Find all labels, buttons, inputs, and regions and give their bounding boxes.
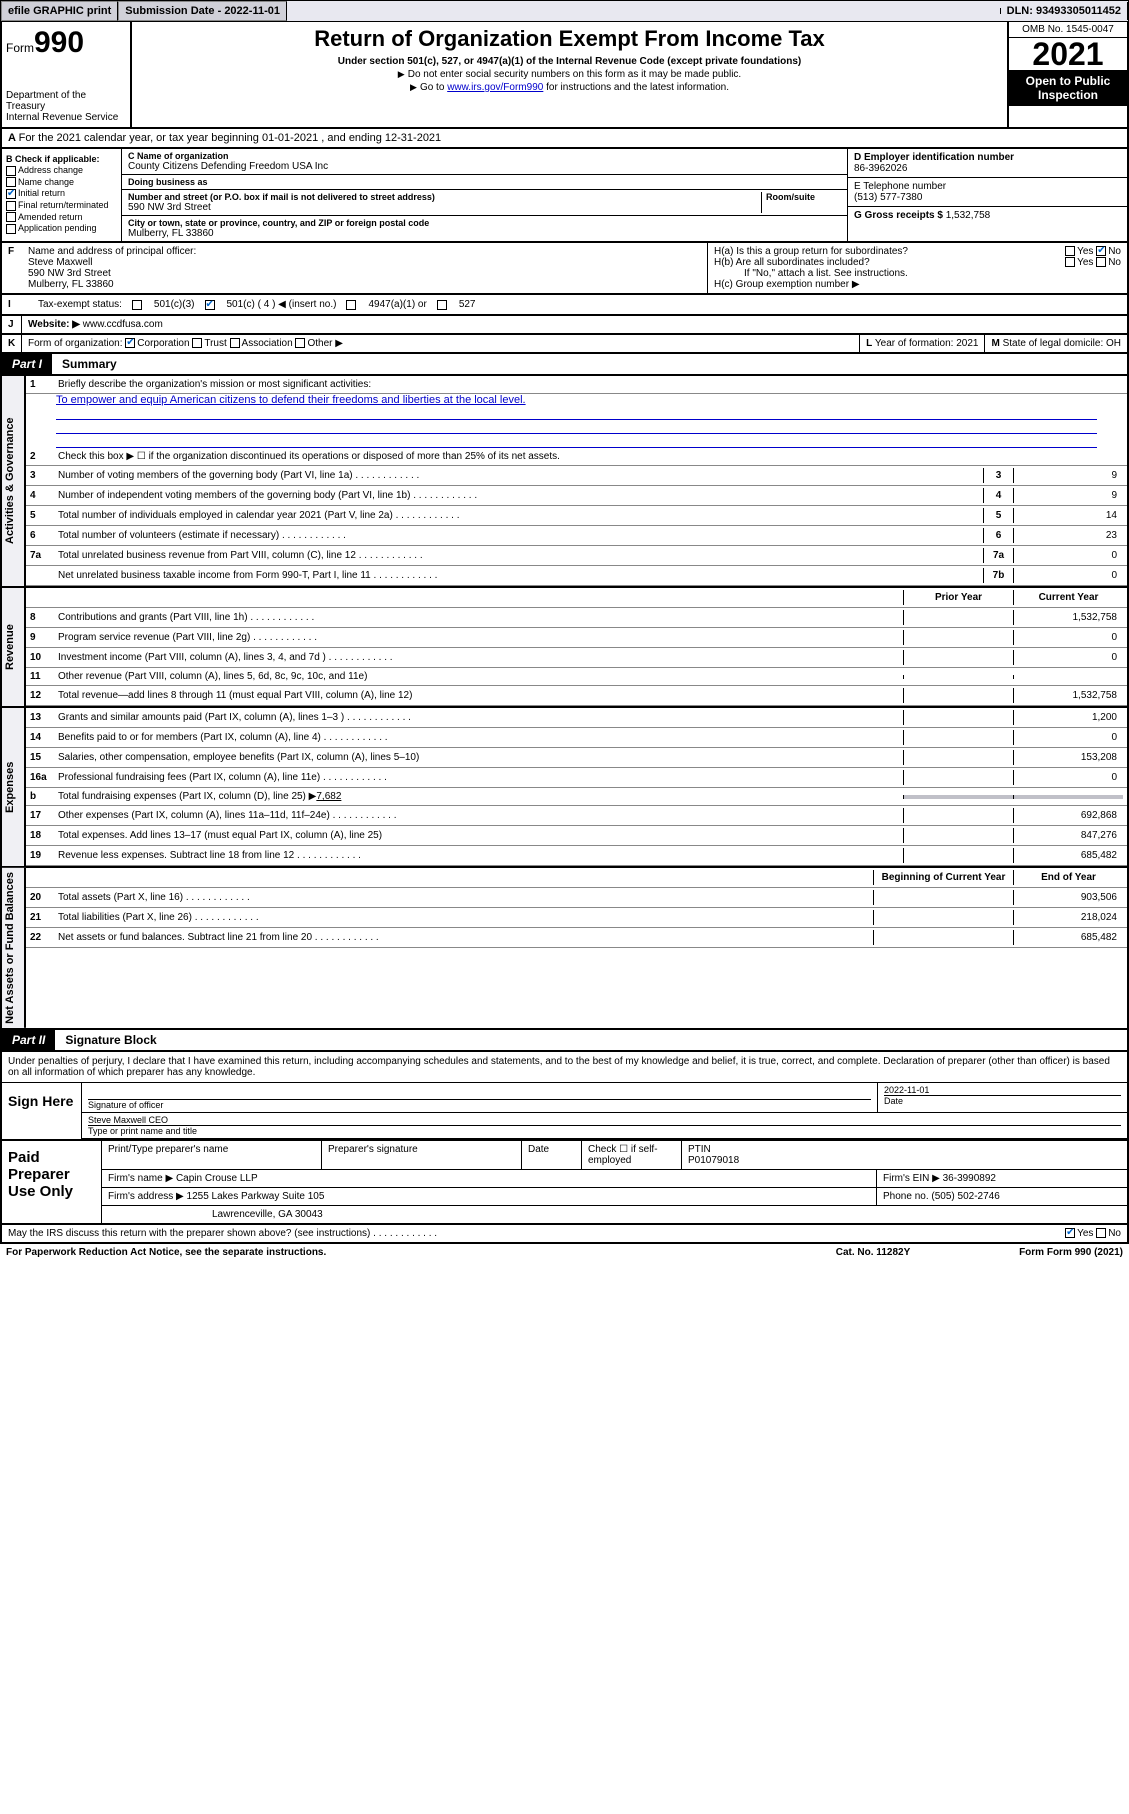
phone: (513) 577-7380 [854,192,1121,203]
initial-return-check[interactable] [6,189,16,199]
org-name: County Citizens Defending Freedom USA In… [128,161,841,172]
perjury-declaration: Under penalties of perjury, I declare th… [2,1052,1127,1082]
sign-here-label: Sign Here [2,1083,82,1139]
firm-addr1: 1255 Lakes Parkway Suite 105 [187,1191,325,1202]
vtab-revenue: Revenue [2,588,26,706]
top-bar: efile GRAPHIC print Submission Date - 20… [0,0,1129,22]
part2-header: Part II Signature Block [0,1030,1129,1052]
dept-treasury: Department of the Treasury [6,90,126,112]
tax-year: 2021 [1009,38,1127,70]
form-subtitle: Under section 501(c), 527, or 4947(a)(1)… [136,56,1003,67]
ein: 86-3962026 [854,163,1121,174]
state-domicile: State of legal domicile: OH [1003,338,1121,349]
header-grid: B Check if applicable: Address change Na… [0,149,1129,243]
firm-name: Capin Crouse LLP [176,1173,258,1184]
vtab-netassets: Net Assets or Fund Balances [2,868,26,1028]
website[interactable]: www.ccdfusa.com [83,319,163,330]
paid-preparer-block: Paid Preparer Use Only Print/Type prepar… [0,1141,1129,1225]
ptin: P01079018 [688,1155,739,1166]
firm-phone: (505) 502-2746 [931,1191,999,1202]
officer-name-title: Steve Maxwell CEO [88,1115,1121,1125]
ssn-note: Do not enter social security numbers on … [136,69,1003,80]
form-number: Form990 [6,26,126,60]
officer-name: Steve Maxwell [28,257,196,268]
sig-date: 2022-11-01 [884,1085,1121,1095]
discuss-yes-check[interactable] [1065,1228,1075,1238]
firm-ein: 36-3990892 [943,1173,996,1184]
part1-header: Part I Summary [0,354,1129,376]
line3-val: 9 [1013,468,1123,483]
efile-button[interactable]: efile GRAPHIC print [1,1,118,21]
vtab-expenses: Expenses [2,708,26,866]
irs-link[interactable]: www.irs.gov/Form990 [447,82,543,93]
irs-label: Internal Revenue Service [6,112,126,123]
col-b-checkboxes: B Check if applicable: Address change Na… [2,149,122,241]
discuss-row: May the IRS discuss this return with the… [0,1225,1129,1244]
section-a-taxyear: A For the 2021 calendar year, or tax yea… [0,129,1129,149]
city-state-zip: Mulberry, FL 33860 [128,228,841,239]
signature-block: Under penalties of perjury, I declare th… [0,1052,1129,1141]
goto-note: Go to www.irs.gov/Form990 for instructio… [136,82,1003,93]
firm-addr2: Lawrenceville, GA 30043 [102,1206,1127,1223]
ha-no-check[interactable] [1096,246,1106,256]
gross-receipts: 1,532,758 [946,210,991,221]
501c4-check[interactable] [205,300,215,310]
form-title: Return of Organization Exempt From Incom… [136,26,1003,52]
form-header: Form990 Department of the Treasury Inter… [0,22,1129,129]
row-f-h: F Name and address of principal officer:… [0,243,1129,295]
vtab-governance: Activities & Governance [2,376,26,586]
line8-val: 1,532,758 [1013,610,1123,625]
dln: DLN: 93493305011452 [1001,2,1128,20]
mission-text: To empower and equip American citizens t… [56,394,1097,406]
row-j-website: J Website: ▶ www.ccdfusa.com [0,316,1129,335]
corp-check[interactable] [125,338,135,348]
row-k-form-org: K Form of organization: Corporation Trus… [0,335,1129,354]
year-formation: Year of formation: 2021 [875,338,979,349]
street-address: 590 NW 3rd Street [128,202,761,213]
submission-date: Submission Date - 2022-11-01 [118,1,287,21]
open-public-badge: Open to Public Inspection [1009,70,1127,106]
row-i-tax-status: I Tax-exempt status: 501(c)(3) 501(c) ( … [0,295,1129,316]
page-footer: For Paperwork Reduction Act Notice, see … [0,1244,1129,1261]
